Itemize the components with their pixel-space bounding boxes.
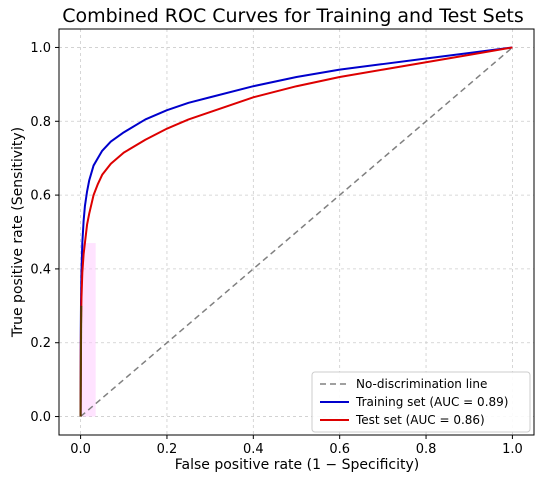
- plot-frame: [58, 28, 535, 436]
- x-tick-label: 0.2: [157, 442, 178, 457]
- x-ticks: 0.0 0.2 0.4 0.6 0.8 1.0: [70, 435, 523, 457]
- legend-label: Training set (AUC = 0.89): [355, 395, 508, 409]
- legend-items: No-discrimination line Training set (AUC …: [320, 377, 508, 427]
- series-line-2: [79, 46, 513, 417]
- y-tick-label: 0.8: [30, 115, 51, 130]
- x-tick-label: 0.6: [329, 442, 350, 457]
- y-tick-label: 0.4: [30, 262, 51, 277]
- legend-label: No-discrimination line: [356, 377, 487, 391]
- y-tick-label: 0.0: [30, 410, 51, 425]
- x-tick-label: 0.0: [70, 442, 91, 457]
- series-line-1: [79, 46, 513, 417]
- chart-title: Combined ROC Curves for Training and Tes…: [62, 5, 524, 27]
- x-tick-label: 0.8: [416, 442, 437, 457]
- series-layer: [79, 46, 513, 418]
- overlap-segment: [79, 305, 83, 417]
- y-tick-label: 0.6: [30, 189, 51, 204]
- legend-label: Test set (AUC = 0.86): [355, 413, 485, 427]
- y-axis-label: True positive rate (Sensitivity): [10, 127, 26, 338]
- y-tick-label: 1.0: [30, 41, 51, 56]
- legend-box: [311, 371, 531, 433]
- y-tick-label: 0.2: [30, 336, 51, 351]
- y-ticks: 0.0 0.2 0.4 0.6 0.8 1.0: [30, 41, 59, 425]
- x-tick-label: 0.4: [243, 442, 264, 457]
- series-line-0: [80, 46, 513, 418]
- x-axis-label: False positive rate (1 − Specificity): [175, 457, 419, 473]
- highlight-band: [80, 243, 96, 417]
- legend: No-discrimination line Training set (AUC …: [311, 371, 531, 433]
- x-tick-label: 1.0: [502, 442, 523, 457]
- highlight-band-layer: [80, 243, 96, 417]
